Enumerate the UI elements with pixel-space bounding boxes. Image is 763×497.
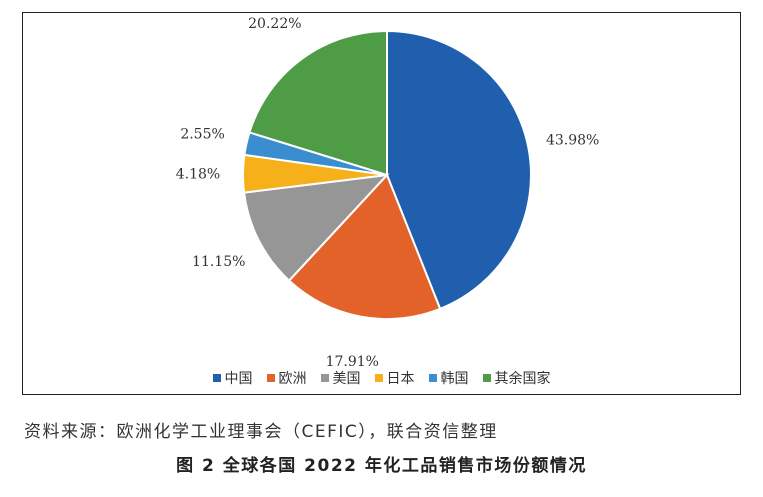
legend-label: 韩国 [440, 371, 469, 387]
figure-caption: 图 2 全球各国 2022 年化工品销售市场份额情况 [176, 456, 587, 476]
legend-item-china: 中国 [212, 368, 253, 388]
chart-frame: 43.98% 17.91% 11.15% 4.18% 2.55% 20.22% 中国 欧洲… [22, 12, 741, 395]
data-label-usa: 11.15% [192, 254, 245, 270]
legend-swatch [482, 374, 491, 382]
legend-swatch [212, 374, 221, 382]
pie-slice-europe [287, 173, 442, 320]
legend-label: 美国 [332, 371, 361, 387]
pie-slice-usa [242, 173, 390, 283]
data-label-others: 20.22% [248, 16, 301, 32]
legend-label: 其余国家 [494, 371, 551, 387]
legend-item-korea: 韩国 [428, 368, 469, 388]
legend-item-others: 其余国家 [482, 368, 551, 388]
legend-item-usa: 美国 [320, 368, 361, 388]
legend-swatch [320, 374, 329, 382]
data-label-china: 43.98% [546, 132, 599, 148]
pie-slice-china [386, 29, 532, 311]
legend-label: 日本 [386, 371, 415, 387]
legend-item-europe: 欧洲 [266, 368, 307, 388]
data-label-japan: 4.18% [176, 166, 220, 182]
data-label-korea: 2.55% [180, 127, 224, 143]
legend-item-japan: 日本 [374, 368, 415, 388]
legend-label: 欧洲 [278, 371, 307, 387]
legend: 中国 欧洲 美国 日本 韩国 其余国家 [23, 368, 740, 388]
pie-slice-others [248, 29, 388, 177]
pie-chart: 43.98% 17.91% 11.15% 4.18% 2.55% 20.22% [176, 16, 600, 370]
data-label-europe: 17.91% [326, 354, 379, 370]
source-note: 资料来源：欧洲化学工业理事会（CEFIC），联合资信整理 [24, 422, 498, 442]
legend-swatch [266, 374, 275, 382]
legend-swatch [428, 374, 437, 382]
legend-label: 中国 [224, 371, 253, 387]
legend-swatch [374, 374, 383, 382]
